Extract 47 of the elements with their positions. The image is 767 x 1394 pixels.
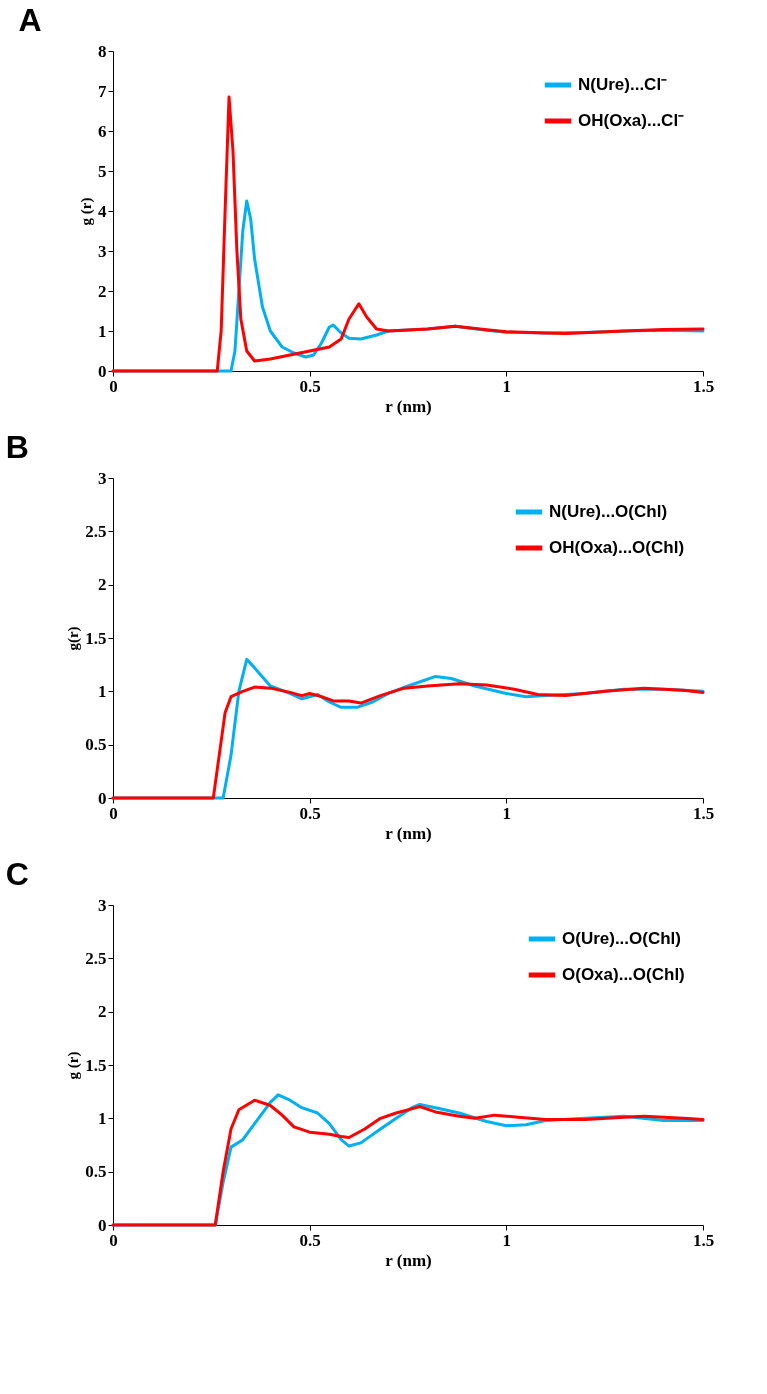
y-tick-label: 2 bbox=[98, 575, 107, 595]
y-tick-label: 1.5 bbox=[85, 628, 107, 648]
y-tick-label: 5 bbox=[98, 161, 107, 181]
legend-label: N(Ure)...Cl⁻ bbox=[578, 75, 668, 94]
legend-label: N(Ure)...O(Chl) bbox=[549, 502, 668, 521]
y-tick-label: 1 bbox=[98, 1108, 107, 1128]
y-tick-label: 2.5 bbox=[85, 948, 107, 968]
y-tick-label: 3 bbox=[98, 468, 107, 488]
y-tick-label: 0.5 bbox=[85, 1162, 107, 1182]
x-axis-title: r (nm) bbox=[385, 396, 432, 416]
y-tick-label: 0 bbox=[98, 361, 107, 381]
legend-label: O(Oxa)...O(Chl) bbox=[562, 965, 685, 984]
chart-title: B bbox=[5, 429, 29, 465]
y-tick-label: 3 bbox=[98, 895, 107, 915]
x-axis-title: r (nm) bbox=[385, 823, 432, 843]
x-tick-label: 1.5 bbox=[692, 376, 715, 396]
x-tick-label: 0.5 bbox=[299, 1230, 321, 1250]
x-tick-label: 1 bbox=[502, 376, 512, 396]
y-tick-label: 4 bbox=[98, 201, 107, 221]
y-tick-label: 2 bbox=[98, 281, 107, 301]
x-tick-label: 0.5 bbox=[299, 803, 321, 823]
x-tick-label: 1.5 bbox=[692, 803, 715, 823]
y-tick-label: 7 bbox=[98, 81, 107, 101]
y-tick-label: 1 bbox=[98, 321, 107, 341]
y-tick-label: 1.5 bbox=[85, 1055, 107, 1075]
x-tick-label: 0.5 bbox=[299, 376, 321, 396]
y-tick-label: 3 bbox=[98, 241, 107, 261]
y-tick-label: 8 bbox=[98, 41, 107, 61]
legend-label: OH(Oxa)...O(Chl) bbox=[549, 538, 685, 557]
y-tick-label: 1 bbox=[98, 681, 107, 701]
x-tick-label: 1.5 bbox=[692, 1230, 715, 1250]
y-axis-title: g (r) bbox=[78, 197, 95, 226]
y-tick-label: 2 bbox=[98, 1002, 107, 1022]
y-tick-label: 2.5 bbox=[85, 521, 107, 541]
legend-label: OH(Oxa)...Cl⁻ bbox=[578, 111, 685, 130]
y-axis-title: g(r) bbox=[65, 626, 83, 651]
y-tick-label: 0 bbox=[98, 1215, 107, 1235]
y-tick-label: 6 bbox=[98, 121, 107, 141]
y-tick-label: 0.5 bbox=[85, 735, 107, 755]
x-tick-label: 1 bbox=[502, 803, 512, 823]
x-tick-label: 1 bbox=[502, 1230, 512, 1250]
y-tick-label: 0 bbox=[98, 788, 107, 808]
chart-title: C bbox=[5, 856, 29, 892]
legend-label: O(Ure)...O(Chl) bbox=[562, 929, 681, 948]
x-axis-title: r (nm) bbox=[385, 1250, 432, 1270]
y-axis-title: g (r) bbox=[65, 1051, 83, 1080]
chart-title: A bbox=[18, 2, 42, 38]
